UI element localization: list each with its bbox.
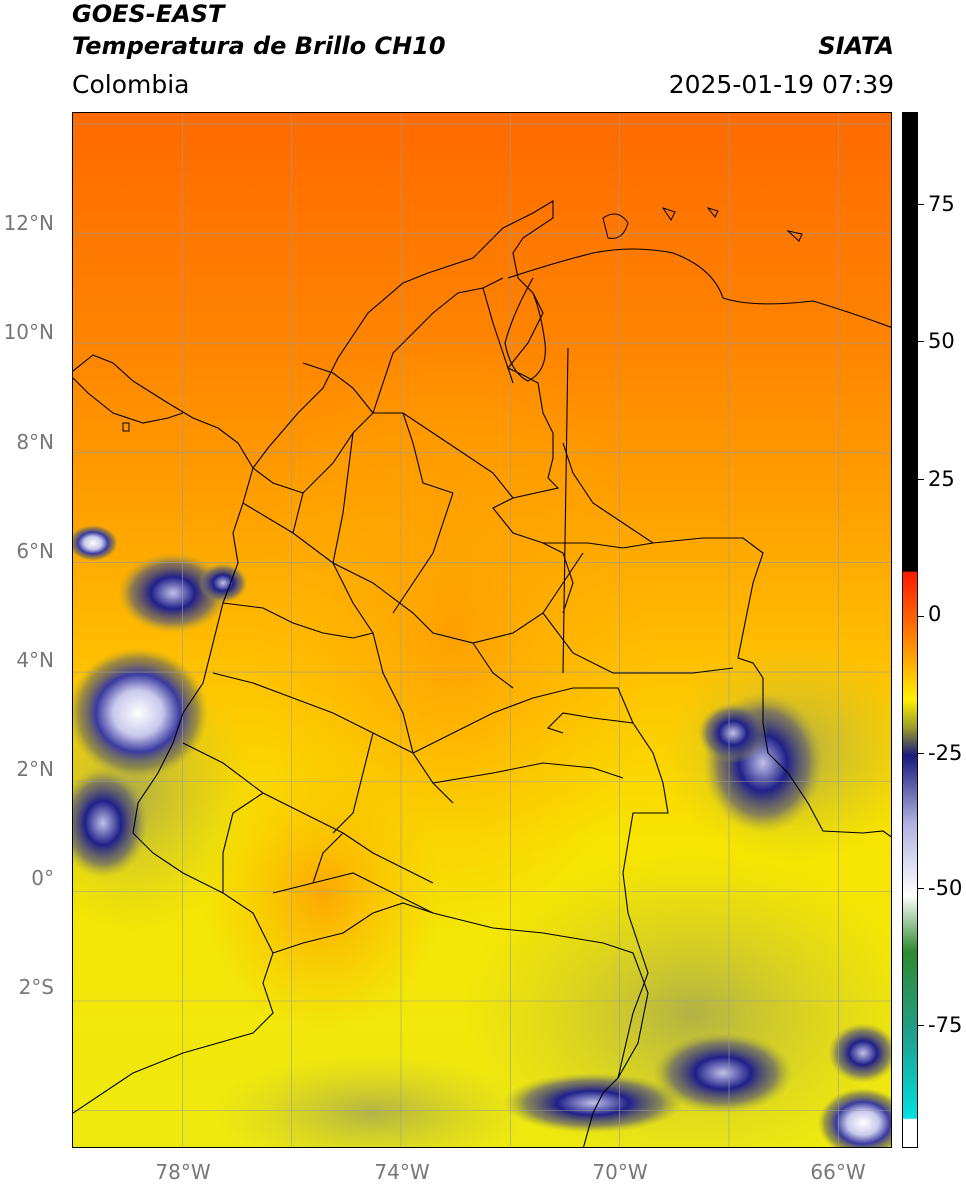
product-title: Temperatura de Brillo CH10 bbox=[72, 32, 446, 60]
lat-label-2n: 2°N bbox=[16, 757, 54, 781]
colorbar-tick bbox=[918, 204, 924, 205]
graticule bbox=[73, 113, 891, 1147]
lat-label-4n: 4°N bbox=[16, 648, 54, 672]
colorbar-tick bbox=[918, 888, 924, 889]
source-label: SIATA bbox=[818, 32, 894, 60]
satellite-title: GOES-EAST bbox=[72, 0, 225, 28]
lon-label-74w: 74°W bbox=[374, 1160, 430, 1184]
lat-label-8n: 8°N bbox=[16, 430, 54, 454]
colorbar-label-minus75: -75 bbox=[928, 1013, 963, 1037]
map-canvas bbox=[73, 113, 891, 1147]
lat-label-0: 0° bbox=[31, 866, 54, 890]
colorbar-label-0: 0 bbox=[928, 602, 942, 626]
lon-label-66w: 66°W bbox=[810, 1160, 866, 1184]
colorbar-label-minus25: -25 bbox=[928, 741, 963, 765]
lat-label-2s: 2°S bbox=[18, 975, 54, 999]
colorbar-tick bbox=[918, 1025, 924, 1026]
colorbar-label-50: 50 bbox=[928, 329, 955, 353]
timestamp-label: 2025-01-19 07:39 bbox=[668, 70, 894, 99]
colorbar-tick bbox=[918, 753, 924, 754]
region-label: Colombia bbox=[72, 70, 190, 99]
colorbar-label-75: 75 bbox=[928, 192, 955, 216]
borders bbox=[73, 200, 891, 1147]
colorbar-label-25: 25 bbox=[928, 467, 955, 491]
lon-label-78w: 78°W bbox=[155, 1160, 211, 1184]
islands bbox=[122, 207, 803, 432]
satellite-map bbox=[72, 112, 892, 1148]
lat-label-6n: 6°N bbox=[16, 539, 54, 563]
colorbar bbox=[902, 112, 918, 1148]
colorbar-tick bbox=[918, 479, 924, 480]
lat-label-12n: 12°N bbox=[3, 211, 54, 235]
lat-label-10n: 10°N bbox=[3, 320, 54, 344]
colorbar-tick bbox=[918, 341, 924, 342]
colorbar-label-minus50: -50 bbox=[928, 876, 963, 900]
colorbar-tick bbox=[918, 616, 924, 617]
lon-label-70w: 70°W bbox=[592, 1160, 648, 1184]
